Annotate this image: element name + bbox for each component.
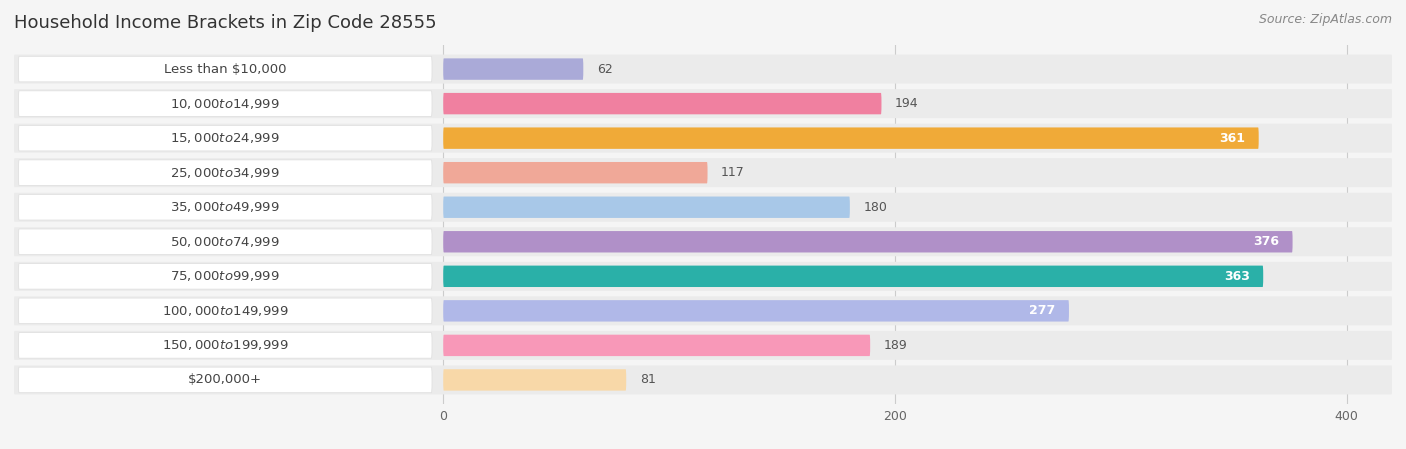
FancyBboxPatch shape bbox=[14, 365, 1392, 394]
Text: 376: 376 bbox=[1253, 235, 1279, 248]
FancyBboxPatch shape bbox=[18, 125, 432, 151]
FancyBboxPatch shape bbox=[18, 194, 432, 220]
FancyBboxPatch shape bbox=[443, 369, 626, 391]
FancyBboxPatch shape bbox=[443, 197, 849, 218]
FancyBboxPatch shape bbox=[443, 266, 1263, 287]
FancyBboxPatch shape bbox=[14, 296, 1392, 326]
Text: $100,000 to $149,999: $100,000 to $149,999 bbox=[162, 304, 288, 318]
Text: $10,000 to $14,999: $10,000 to $14,999 bbox=[170, 97, 280, 110]
FancyBboxPatch shape bbox=[14, 89, 1392, 118]
Text: $15,000 to $24,999: $15,000 to $24,999 bbox=[170, 131, 280, 145]
Text: Household Income Brackets in Zip Code 28555: Household Income Brackets in Zip Code 28… bbox=[14, 14, 437, 32]
Text: 81: 81 bbox=[640, 374, 655, 387]
Text: 363: 363 bbox=[1223, 270, 1250, 283]
FancyBboxPatch shape bbox=[14, 262, 1392, 291]
FancyBboxPatch shape bbox=[18, 160, 432, 185]
Text: $75,000 to $99,999: $75,000 to $99,999 bbox=[170, 269, 280, 283]
Text: $35,000 to $49,999: $35,000 to $49,999 bbox=[170, 200, 280, 214]
Text: $200,000+: $200,000+ bbox=[188, 374, 263, 387]
FancyBboxPatch shape bbox=[14, 158, 1392, 187]
FancyBboxPatch shape bbox=[443, 335, 870, 356]
FancyBboxPatch shape bbox=[18, 333, 432, 358]
FancyBboxPatch shape bbox=[18, 298, 432, 324]
Text: 361: 361 bbox=[1219, 132, 1246, 145]
Text: $150,000 to $199,999: $150,000 to $199,999 bbox=[162, 339, 288, 352]
FancyBboxPatch shape bbox=[18, 56, 432, 82]
FancyBboxPatch shape bbox=[443, 300, 1069, 321]
FancyBboxPatch shape bbox=[443, 162, 707, 183]
Text: $50,000 to $74,999: $50,000 to $74,999 bbox=[170, 235, 280, 249]
FancyBboxPatch shape bbox=[443, 231, 1292, 252]
FancyBboxPatch shape bbox=[443, 128, 1258, 149]
FancyBboxPatch shape bbox=[14, 55, 1392, 84]
FancyBboxPatch shape bbox=[18, 229, 432, 255]
FancyBboxPatch shape bbox=[14, 227, 1392, 256]
Text: 117: 117 bbox=[721, 166, 745, 179]
FancyBboxPatch shape bbox=[14, 123, 1392, 153]
Text: 189: 189 bbox=[884, 339, 907, 352]
Text: Less than $10,000: Less than $10,000 bbox=[165, 62, 287, 75]
FancyBboxPatch shape bbox=[18, 264, 432, 289]
Text: Source: ZipAtlas.com: Source: ZipAtlas.com bbox=[1258, 13, 1392, 26]
Text: 277: 277 bbox=[1029, 304, 1056, 317]
Text: $25,000 to $34,999: $25,000 to $34,999 bbox=[170, 166, 280, 180]
FancyBboxPatch shape bbox=[18, 91, 432, 116]
FancyBboxPatch shape bbox=[443, 93, 882, 114]
FancyBboxPatch shape bbox=[14, 331, 1392, 360]
Text: 180: 180 bbox=[863, 201, 887, 214]
FancyBboxPatch shape bbox=[18, 367, 432, 393]
Text: 62: 62 bbox=[596, 62, 613, 75]
FancyBboxPatch shape bbox=[443, 58, 583, 80]
FancyBboxPatch shape bbox=[14, 193, 1392, 222]
Text: 194: 194 bbox=[896, 97, 918, 110]
